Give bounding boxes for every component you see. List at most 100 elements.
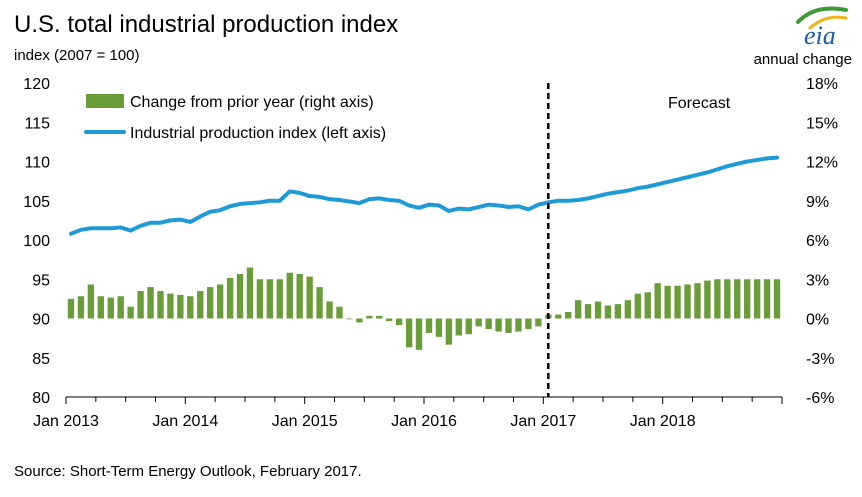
bar-change-from-prior-year [624, 300, 632, 319]
bar-change-from-prior-year [753, 279, 761, 319]
bar-change-from-prior-year [773, 279, 781, 319]
bar-change-from-prior-year [246, 267, 254, 319]
bar-change-from-prior-year [376, 315, 383, 319]
x-axis-ticks: Jan 2013 Jan 2014 Jan 2015 Jan 2016 Jan 2017… [33, 397, 783, 430]
left-axis-unit: index (2007 = 100) [14, 47, 140, 64]
x-axis-tick-label: Jan 2014 [152, 413, 218, 430]
bar-change-from-prior-year [127, 306, 134, 319]
bar-change-from-prior-year [296, 274, 303, 319]
bar-change-from-prior-year [654, 283, 661, 319]
right-axis-tick-label: 0% [806, 312, 829, 329]
industrial-production-line [68, 155, 780, 236]
left-axis-tick-label: 95 [32, 272, 50, 289]
bar-change-from-prior-year [147, 287, 154, 319]
bar-change-from-prior-year [167, 293, 174, 319]
bar-change-from-prior-year [157, 291, 164, 319]
right-axis-tick-label: -6% [806, 390, 834, 407]
legend: Change from prior year (right axis) Indu… [84, 94, 386, 142]
bar-change-from-prior-year [425, 318, 433, 333]
bar-change-from-prior-year [405, 318, 413, 348]
right-axis-tick-label: -3% [806, 351, 834, 368]
legend-bar-swatch [86, 94, 124, 108]
bar-change-from-prior-year [97, 296, 104, 319]
eia-logo-icon: eia [796, 6, 848, 50]
bar-change-from-prior-year [266, 279, 274, 319]
bar-change-from-prior-year [316, 287, 323, 319]
bar-change-from-prior-year [117, 296, 124, 319]
bar-change-from-prior-year [604, 305, 612, 319]
right-axis-unit: annual change [754, 51, 852, 68]
bar-change-from-prior-year [77, 296, 85, 319]
right-axis-tick-label: 15% [806, 115, 838, 132]
bar-change-from-prior-year [366, 315, 373, 319]
left-axis-tick-label: 100 [23, 233, 50, 250]
bar-change-from-prior-year [256, 279, 264, 319]
bar-change-from-prior-year [664, 285, 671, 319]
bar-change-from-prior-year [634, 293, 641, 319]
bar-change-from-prior-year [435, 318, 443, 337]
bar-change-from-prior-year [584, 304, 592, 319]
bar-change-from-prior-year [67, 298, 75, 319]
bar-change-from-prior-year [495, 318, 502, 332]
bar-change-from-prior-year [386, 318, 393, 322]
bar-change-from-prior-year [395, 318, 403, 326]
bar-change-from-prior-year [535, 318, 542, 327]
left-axis-tick-label: 85 [32, 351, 50, 368]
legend-bar-label: Change from prior year (right axis) [130, 94, 374, 111]
right-axis-tick-label: 6% [806, 233, 829, 250]
bar-change-from-prior-year [276, 279, 283, 319]
bar-change-from-prior-year [515, 318, 522, 332]
bar-change-from-prior-year [465, 318, 472, 335]
bar-change-from-prior-year [555, 314, 562, 319]
bar-change-from-prior-year [236, 274, 244, 319]
bar-change-from-prior-year [445, 318, 453, 345]
right-axis-tick-label: 3% [806, 272, 829, 289]
bar-change-from-prior-year [744, 279, 751, 319]
bar-change-from-prior-year [346, 318, 353, 320]
bar-change-from-prior-year [704, 280, 711, 319]
bar-change-from-prior-year [763, 279, 771, 319]
bar-change-from-prior-year [724, 279, 731, 319]
bar-change-from-prior-year [177, 294, 184, 319]
bar-change-from-prior-year [197, 291, 204, 319]
left-axis-tick-label: 110 [24, 155, 50, 172]
right-axis-tick-label: 9% [806, 194, 829, 211]
bar-change-from-prior-year [137, 291, 144, 319]
bar-series [67, 267, 781, 350]
bar-change-from-prior-year [336, 306, 343, 319]
bar-change-from-prior-year [306, 276, 313, 319]
right-axis-tick-label: 12% [806, 155, 838, 172]
x-axis-tick-label: Jan 2016 [391, 413, 457, 430]
bar-change-from-prior-year [565, 311, 572, 319]
legend-line-label: Industrial production index (left axis) [130, 125, 386, 142]
bar-change-from-prior-year [87, 284, 95, 319]
bar-change-from-prior-year [574, 300, 582, 319]
bar-change-from-prior-year [594, 301, 602, 319]
source-note: Source: Short-Term Energy Outlook, Febru… [14, 463, 362, 480]
bar-change-from-prior-year [286, 272, 293, 319]
bar-change-from-prior-year [356, 318, 363, 323]
chart-title: U.S. total industrial production index [14, 11, 398, 38]
forecast-label: Forecast [668, 95, 731, 112]
right-axis-tick-label: 18% [806, 76, 838, 93]
bar-change-from-prior-year [644, 292, 651, 319]
bar-change-from-prior-year [714, 279, 721, 319]
bar-change-from-prior-year [207, 287, 214, 319]
bar-change-from-prior-year [475, 318, 482, 327]
x-axis-tick-label: Jan 2017 [510, 413, 576, 430]
bar-change-from-prior-year [415, 318, 423, 350]
right-axis-ticks: -6% -3% 0% 3% 6% 9% 12% 15% 18% [806, 76, 838, 407]
x-axis-tick-label: Jan 2018 [630, 413, 696, 430]
left-axis-ticks: 80 85 90 95 100 105 110 115 120 [23, 76, 50, 407]
bar-change-from-prior-year [734, 279, 741, 319]
bar-change-from-prior-year [525, 318, 532, 329]
bar-change-from-prior-year [326, 301, 333, 319]
left-axis-tick-label: 115 [24, 115, 50, 132]
eia-logo-text: eia [804, 21, 836, 50]
left-axis-tick-label: 90 [32, 312, 50, 329]
x-axis-tick-label: Jan 2013 [33, 413, 99, 430]
bar-change-from-prior-year [107, 297, 114, 319]
left-axis-tick-label: 120 [23, 76, 50, 93]
bar-change-from-prior-year [694, 283, 701, 319]
